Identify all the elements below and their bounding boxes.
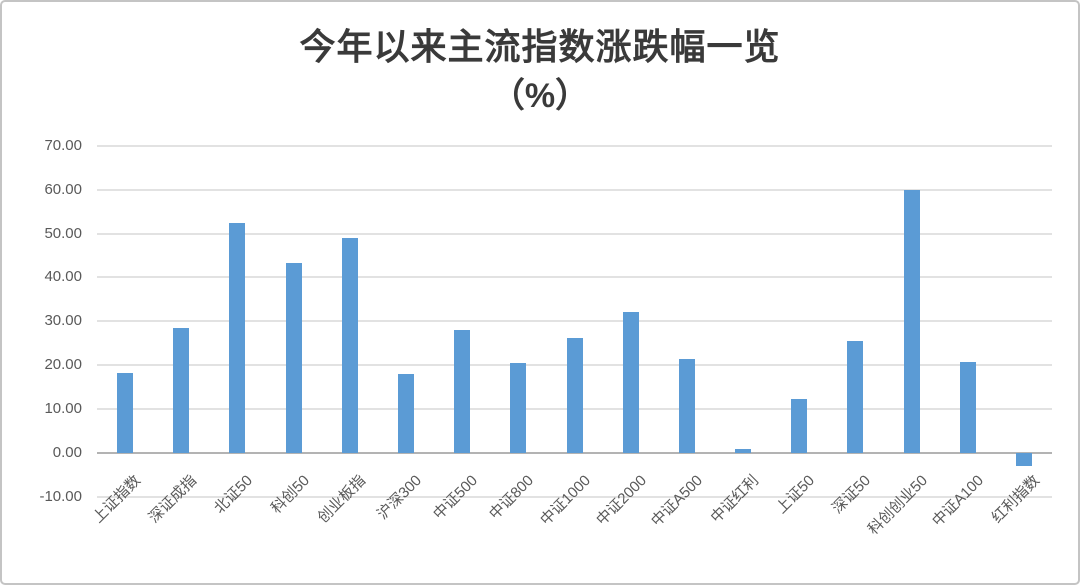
gridline	[97, 188, 1052, 191]
x-axis-line	[97, 452, 1052, 454]
gridline	[97, 232, 1052, 235]
bar	[341, 238, 358, 453]
bar	[735, 448, 752, 453]
y-tick-label: 50.00	[44, 224, 82, 242]
bar	[454, 330, 471, 453]
gridline	[97, 320, 1052, 323]
bar	[622, 311, 639, 453]
y-tick-label: 60.00	[44, 180, 82, 198]
bar	[173, 327, 190, 453]
y-tick-label: 40.00	[44, 268, 82, 286]
bar	[117, 373, 134, 453]
bar	[229, 222, 246, 453]
y-tick-label: 20.00	[44, 356, 82, 374]
bar	[566, 337, 583, 453]
bar	[510, 362, 527, 453]
y-tick-label: 30.00	[44, 312, 82, 330]
gridline	[97, 276, 1052, 279]
gridline	[97, 144, 1052, 147]
bar	[1015, 453, 1032, 467]
gridline	[97, 495, 1052, 498]
bar	[903, 189, 920, 453]
y-tick-label: -10.00	[39, 487, 82, 505]
chart-subtitle: （%）	[490, 77, 590, 115]
bar	[791, 398, 808, 453]
chart-title: 今年以来主流指数涨跌幅一览	[299, 26, 781, 67]
y-tick-label: 10.00	[44, 400, 82, 418]
bar	[678, 359, 695, 453]
bar	[959, 362, 976, 453]
bar	[285, 262, 302, 453]
bar	[847, 341, 864, 453]
bar	[397, 373, 414, 453]
y-tick-label: 0.00	[52, 444, 82, 461]
y-tick-label: 70.00	[44, 136, 82, 154]
